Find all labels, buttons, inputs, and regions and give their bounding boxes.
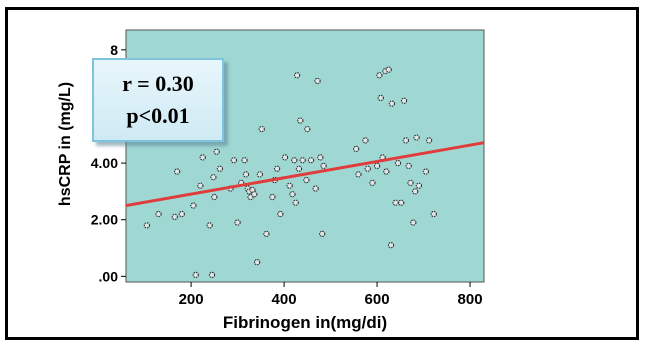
data-point — [241, 157, 248, 164]
data-point — [373, 162, 381, 170]
data-point — [256, 171, 264, 178]
regression-line — [125, 141, 485, 208]
data-point — [425, 137, 433, 144]
y-tick-label: 2.00 — [91, 212, 118, 228]
data-point — [263, 230, 270, 238]
data-point — [143, 222, 151, 229]
x-tick-label: 600 — [365, 291, 390, 308]
data-point — [405, 162, 412, 170]
data-point — [281, 154, 289, 161]
data-point — [412, 188, 419, 195]
data-point — [253, 259, 261, 266]
x-tick-label: 800 — [458, 291, 483, 308]
data-point — [388, 100, 396, 107]
data-point — [213, 148, 220, 155]
data-point — [320, 162, 327, 170]
data-point — [291, 157, 298, 164]
data-point — [307, 157, 315, 164]
y-tick-label: 8 — [110, 42, 118, 58]
data-point — [178, 210, 185, 218]
x-tick-label: 200 — [179, 291, 204, 308]
data-point — [422, 168, 430, 175]
data-point — [362, 137, 369, 144]
data-point — [383, 168, 390, 175]
data-point — [394, 159, 402, 167]
data-point — [415, 182, 423, 189]
data-point — [273, 165, 281, 172]
data-point — [317, 154, 324, 161]
data-point — [199, 154, 206, 161]
x-axis-label: Fibrinogen in(mg/di) — [223, 313, 387, 332]
data-point — [155, 210, 162, 218]
data-point — [258, 125, 265, 133]
data-point — [312, 185, 319, 192]
data-point — [319, 230, 326, 238]
data-point — [286, 182, 293, 189]
data-point — [392, 199, 399, 206]
data-point — [289, 191, 296, 198]
y-axis-label: hsCRP in (mg/L) — [57, 82, 74, 206]
data-point — [407, 179, 414, 187]
data-point — [293, 72, 301, 79]
data-point — [369, 179, 376, 187]
data-point — [242, 171, 250, 178]
data-point — [385, 66, 392, 73]
data-point — [400, 97, 408, 104]
correlation-r-label: r = 0.30 — [122, 71, 194, 96]
data-point — [269, 193, 276, 201]
y-tick-label: .00 — [99, 268, 119, 284]
data-point — [314, 77, 321, 85]
data-point — [251, 191, 258, 198]
data-point — [190, 202, 197, 209]
data-point — [192, 271, 199, 279]
data-point — [297, 117, 304, 124]
data-point — [211, 193, 218, 201]
correlation-annotation: r = 0.30 p<0.01 — [92, 58, 224, 142]
data-point — [410, 219, 417, 226]
data-point — [402, 137, 410, 144]
data-point — [299, 157, 306, 164]
data-point — [292, 199, 299, 206]
y-tick-label: 4.00 — [91, 155, 118, 171]
data-point — [230, 157, 238, 164]
data-point — [377, 94, 384, 102]
data-point — [387, 242, 395, 249]
data-point — [210, 174, 217, 181]
data-point — [352, 145, 360, 153]
data-point — [234, 219, 241, 226]
data-point — [208, 271, 216, 279]
data-point — [206, 222, 213, 229]
correlation-p-label: p<0.01 — [126, 103, 190, 128]
data-point — [376, 72, 383, 79]
data-point — [304, 125, 311, 133]
data-point — [430, 210, 437, 218]
data-point — [216, 165, 224, 172]
data-point — [364, 165, 371, 172]
data-point — [277, 210, 284, 218]
data-point — [173, 168, 181, 175]
data-point — [303, 176, 310, 184]
data-point — [197, 182, 204, 189]
data-point — [413, 134, 420, 141]
data-point — [295, 165, 303, 172]
data-point — [355, 171, 362, 178]
x-tick-label: 400 — [272, 291, 297, 308]
data-point — [398, 199, 405, 206]
data-point — [171, 213, 178, 221]
